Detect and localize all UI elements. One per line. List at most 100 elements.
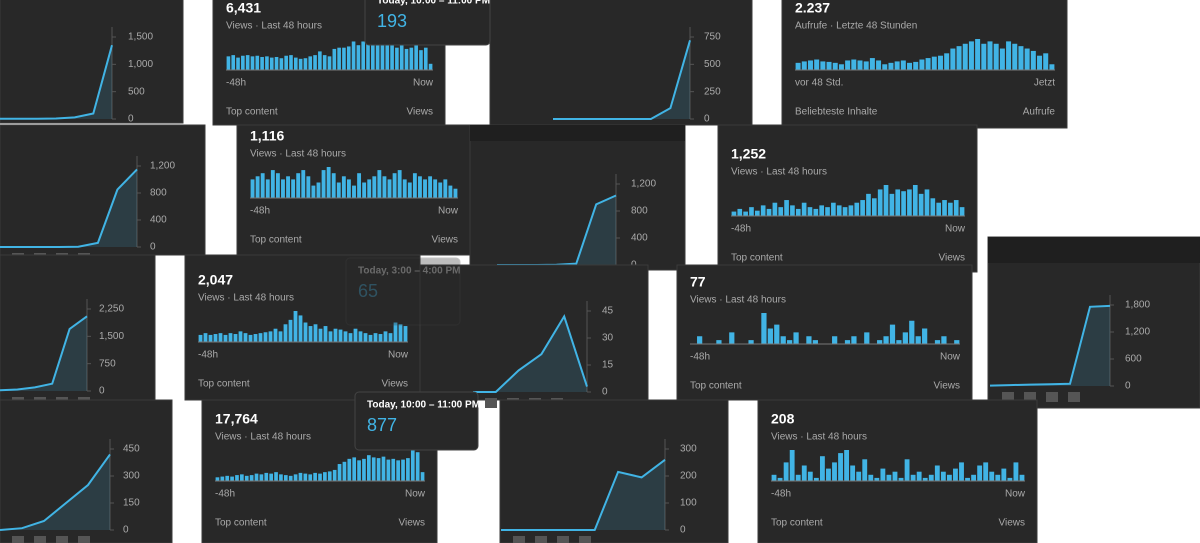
bar: [383, 331, 388, 342]
footer-left: Beliebteste Inhalte: [795, 107, 878, 118]
bar: [265, 56, 269, 70]
bar: [409, 47, 414, 70]
line-panel: [0, 399, 173, 543]
y-tick-label: 2,250: [99, 304, 124, 315]
play-icon: [78, 536, 90, 543]
bar: [341, 176, 346, 198]
bar: [760, 205, 766, 216]
bar: [284, 55, 288, 70]
subtitle: Views · Last 48 hours: [215, 432, 311, 443]
bar: [1030, 50, 1036, 70]
bar: [238, 331, 243, 342]
bar: [869, 58, 875, 70]
bar: [396, 460, 400, 481]
bar: [922, 328, 928, 344]
bar: [965, 477, 970, 481]
bar: [278, 331, 283, 342]
bar: [327, 56, 332, 70]
y-tick-label: 0: [123, 525, 129, 536]
bar: [936, 202, 941, 216]
bar: [378, 334, 383, 342]
bar: [889, 324, 896, 344]
tooltip-time: Today, 10:00 – 11:00 PM: [377, 0, 490, 7]
total: 17,764: [215, 411, 258, 427]
subtitle: Views · Last 48 hours: [771, 432, 867, 443]
area: [553, 40, 690, 119]
bar: [772, 202, 778, 216]
footer-left: Top content: [771, 518, 823, 529]
bar: [375, 45, 380, 70]
y-tick-label: 500: [128, 86, 145, 97]
bar: [338, 329, 343, 342]
y-tick-label: 45: [602, 306, 614, 317]
bar: [361, 41, 366, 70]
bar: [880, 468, 886, 481]
bar: [327, 471, 332, 481]
bar: [864, 332, 870, 344]
bar: [882, 64, 888, 70]
play-icon: [12, 536, 24, 543]
bar: [1024, 48, 1030, 70]
area: [990, 305, 1110, 386]
bar: [373, 333, 378, 342]
bar: [420, 472, 425, 481]
line: [0, 315, 88, 392]
bar: [883, 185, 889, 216]
y-tick-label: 250: [704, 86, 721, 97]
bar: [358, 331, 363, 342]
bar: [866, 193, 871, 216]
bar: [236, 57, 240, 70]
y-tick-label: 0: [128, 114, 134, 125]
footer-right: Views: [407, 107, 434, 118]
bar: [877, 189, 883, 216]
y-tick-label: 100: [680, 498, 697, 509]
bar: [293, 57, 298, 70]
bar: [851, 336, 857, 344]
footer-right: Views: [999, 518, 1026, 529]
bar: [316, 182, 321, 198]
bar: [260, 173, 265, 198]
bar: [790, 205, 795, 216]
tooltip: Today, 3:00 – 4:00 PM 65: [345, 257, 461, 326]
bar: [241, 55, 245, 70]
bar: [813, 208, 819, 216]
bar: [337, 47, 341, 70]
bar: [390, 41, 394, 70]
bar: [826, 61, 832, 70]
bar: [220, 476, 225, 481]
play-icon: [535, 536, 547, 543]
bar: [825, 207, 830, 216]
y-tick-label: 500: [704, 59, 721, 70]
bar: [270, 170, 275, 198]
axis-start: -48h: [198, 350, 218, 361]
y-tick-label: 1,200: [150, 161, 175, 172]
bar: [737, 208, 743, 216]
bar: [838, 453, 843, 481]
bar: [896, 340, 902, 344]
bar: [907, 62, 913, 70]
bar: [778, 207, 784, 216]
total: 1,252: [731, 146, 766, 162]
axis-start: vor 48 Std.: [795, 78, 843, 89]
bar: [801, 465, 807, 481]
bar: [801, 202, 807, 216]
bar: [1006, 41, 1012, 70]
bar: [401, 459, 405, 481]
bar: [288, 475, 293, 481]
bar: [313, 55, 317, 70]
bar: [956, 46, 962, 70]
bar: [264, 472, 269, 481]
tooltip-time: Today, 10:00 – 11:00 PM: [367, 400, 480, 411]
bar: [962, 43, 968, 70]
y-tick-label: 0: [150, 242, 156, 253]
bar: [399, 45, 404, 70]
bar: [353, 328, 358, 342]
bar: [907, 189, 912, 216]
bar: [1019, 474, 1025, 481]
bar: [1013, 462, 1019, 481]
bar: [356, 45, 361, 70]
bar: [814, 59, 820, 70]
line: [0, 168, 138, 248]
bar: [412, 173, 417, 198]
